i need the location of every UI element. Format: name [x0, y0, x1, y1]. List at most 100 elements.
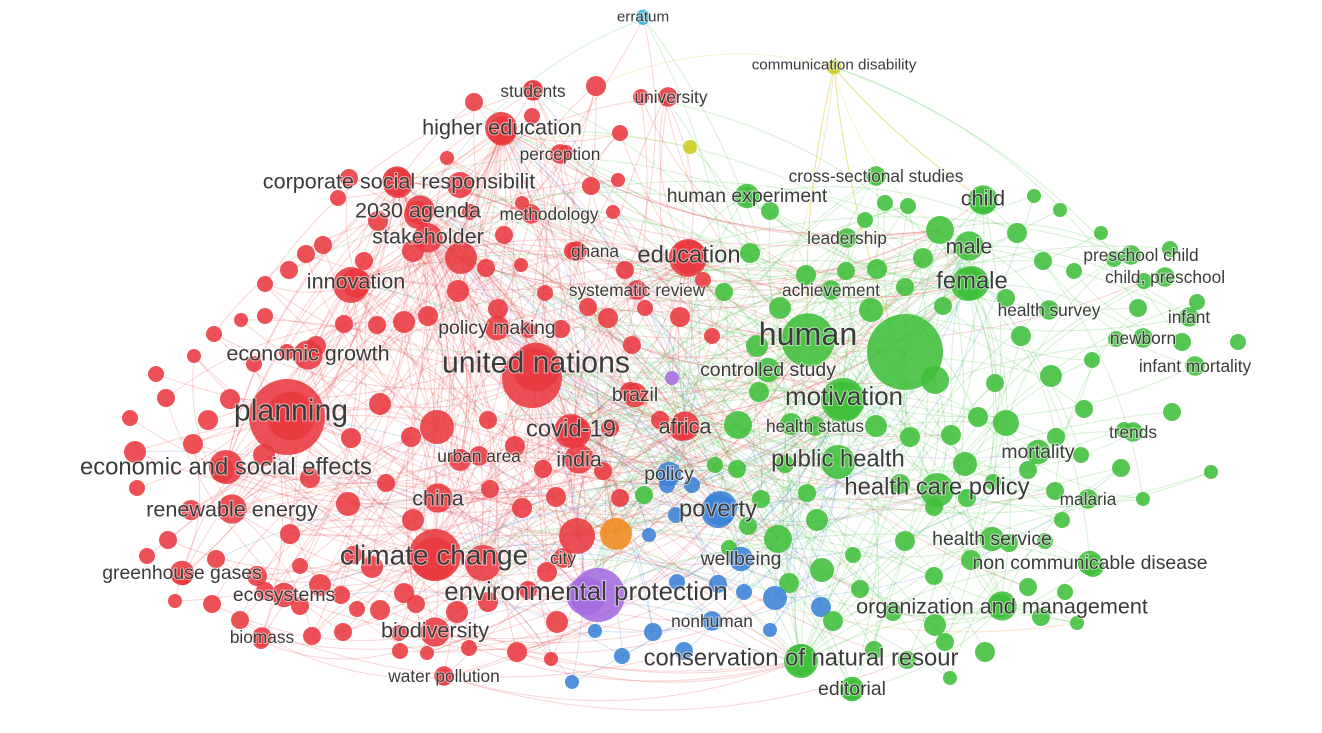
network-node[interactable]: [477, 259, 495, 277]
network-node[interactable]: [598, 308, 618, 328]
network-node[interactable]: [859, 298, 883, 322]
network-node[interactable]: [1019, 461, 1037, 479]
network-node[interactable]: [951, 267, 985, 301]
network-node[interactable]: [300, 468, 320, 488]
network-node[interactable]: [665, 371, 679, 385]
network-node[interactable]: [447, 280, 469, 302]
network-node[interactable]: [1173, 333, 1191, 351]
network-node[interactable]: [1057, 584, 1073, 600]
keyword-node[interactable]: [564, 444, 594, 474]
network-node[interactable]: [446, 601, 468, 623]
network-node[interactable]: [806, 509, 828, 531]
network-node[interactable]: [709, 575, 727, 593]
network-node[interactable]: [303, 627, 321, 645]
network-node[interactable]: [139, 548, 155, 564]
network-node[interactable]: [845, 547, 861, 563]
keyword-node[interactable]: [1121, 245, 1141, 265]
network-node[interactable]: [420, 410, 454, 444]
network-node[interactable]: [524, 108, 540, 124]
network-node[interactable]: [203, 595, 221, 613]
network-node[interactable]: [249, 379, 325, 455]
network-node[interactable]: [1230, 334, 1246, 350]
keyword-node[interactable]: [920, 473, 954, 507]
network-node[interactable]: [579, 298, 597, 316]
network-node[interactable]: [377, 474, 395, 492]
network-node[interactable]: [465, 545, 501, 581]
network-node[interactable]: [309, 574, 331, 596]
keyword-node[interactable]: [658, 87, 678, 107]
network-node[interactable]: [1075, 400, 1093, 418]
network-node[interactable]: [571, 568, 625, 622]
network-node[interactable]: [900, 427, 920, 447]
network-node[interactable]: [187, 349, 201, 363]
network-node[interactable]: [1007, 223, 1027, 243]
network-node[interactable]: [769, 297, 791, 319]
network-node[interactable]: [1034, 252, 1052, 270]
network-node[interactable]: [257, 308, 273, 324]
network-node[interactable]: [895, 531, 915, 551]
network-node[interactable]: [780, 413, 802, 435]
network-node[interactable]: [534, 460, 552, 478]
keyword-node[interactable]: [469, 446, 489, 466]
network-node[interactable]: [739, 517, 757, 535]
network-node[interactable]: [330, 190, 346, 206]
keyword-node[interactable]: [837, 228, 857, 248]
network-node[interactable]: [867, 314, 943, 390]
network-node[interactable]: [763, 586, 787, 610]
network-node[interactable]: [867, 259, 887, 279]
network-node[interactable]: [1073, 447, 1089, 463]
keyword-node[interactable]: [979, 526, 1005, 552]
network-node[interactable]: [461, 640, 477, 656]
network-node[interactable]: [1032, 608, 1050, 626]
network-node[interactable]: [391, 625, 407, 641]
network-node[interactable]: [512, 498, 532, 518]
network-node[interactable]: [1094, 226, 1108, 240]
network-node[interactable]: [368, 211, 388, 231]
network-node[interactable]: [943, 671, 957, 685]
network-node[interactable]: [168, 594, 182, 608]
keyword-node[interactable]: [209, 450, 243, 484]
network-node[interactable]: [611, 489, 629, 507]
keyword-node[interactable]: [821, 445, 855, 479]
network-node[interactable]: [941, 425, 961, 445]
network-node[interactable]: [370, 600, 390, 620]
network-node[interactable]: [383, 168, 413, 198]
network-node[interactable]: [779, 573, 799, 593]
keyword-node[interactable]: [781, 313, 835, 367]
network-node[interactable]: [670, 307, 690, 327]
keyword-node[interactable]: [784, 644, 818, 678]
keyword-node[interactable]: [169, 560, 195, 586]
network-node[interactable]: [157, 389, 175, 407]
network-node[interactable]: [1053, 203, 1067, 217]
keyword-node[interactable]: [293, 340, 323, 370]
network-node[interactable]: [280, 261, 298, 279]
network-node[interactable]: [586, 76, 606, 96]
network-node[interactable]: [420, 646, 434, 660]
network-node[interactable]: [644, 623, 662, 641]
network-node[interactable]: [256, 582, 274, 600]
network-node[interactable]: [796, 265, 816, 285]
network-node[interactable]: [1066, 263, 1082, 279]
network-node[interactable]: [1136, 492, 1150, 506]
keyword-node[interactable]: [1039, 300, 1059, 320]
network-node[interactable]: [1047, 428, 1065, 446]
network-node[interactable]: [752, 490, 770, 508]
network-node[interactable]: [559, 518, 595, 554]
network-node[interactable]: [958, 489, 976, 507]
network-node[interactable]: [369, 393, 391, 415]
network-node[interactable]: [642, 528, 656, 542]
network-node[interactable]: [394, 583, 414, 603]
network-node[interactable]: [297, 245, 315, 263]
network-node[interactable]: [334, 623, 352, 641]
network-node[interactable]: [1129, 299, 1147, 317]
network-node[interactable]: [582, 177, 600, 195]
network-node[interactable]: [811, 597, 831, 617]
keyword-node[interactable]: [627, 280, 647, 300]
network-node[interactable]: [900, 198, 916, 214]
network-node[interactable]: [588, 624, 602, 638]
network-node[interactable]: [798, 484, 816, 502]
network-node[interactable]: [1162, 241, 1178, 257]
network-node[interactable]: [1046, 482, 1064, 500]
network-node[interactable]: [934, 297, 952, 315]
network-node[interactable]: [1011, 326, 1031, 346]
